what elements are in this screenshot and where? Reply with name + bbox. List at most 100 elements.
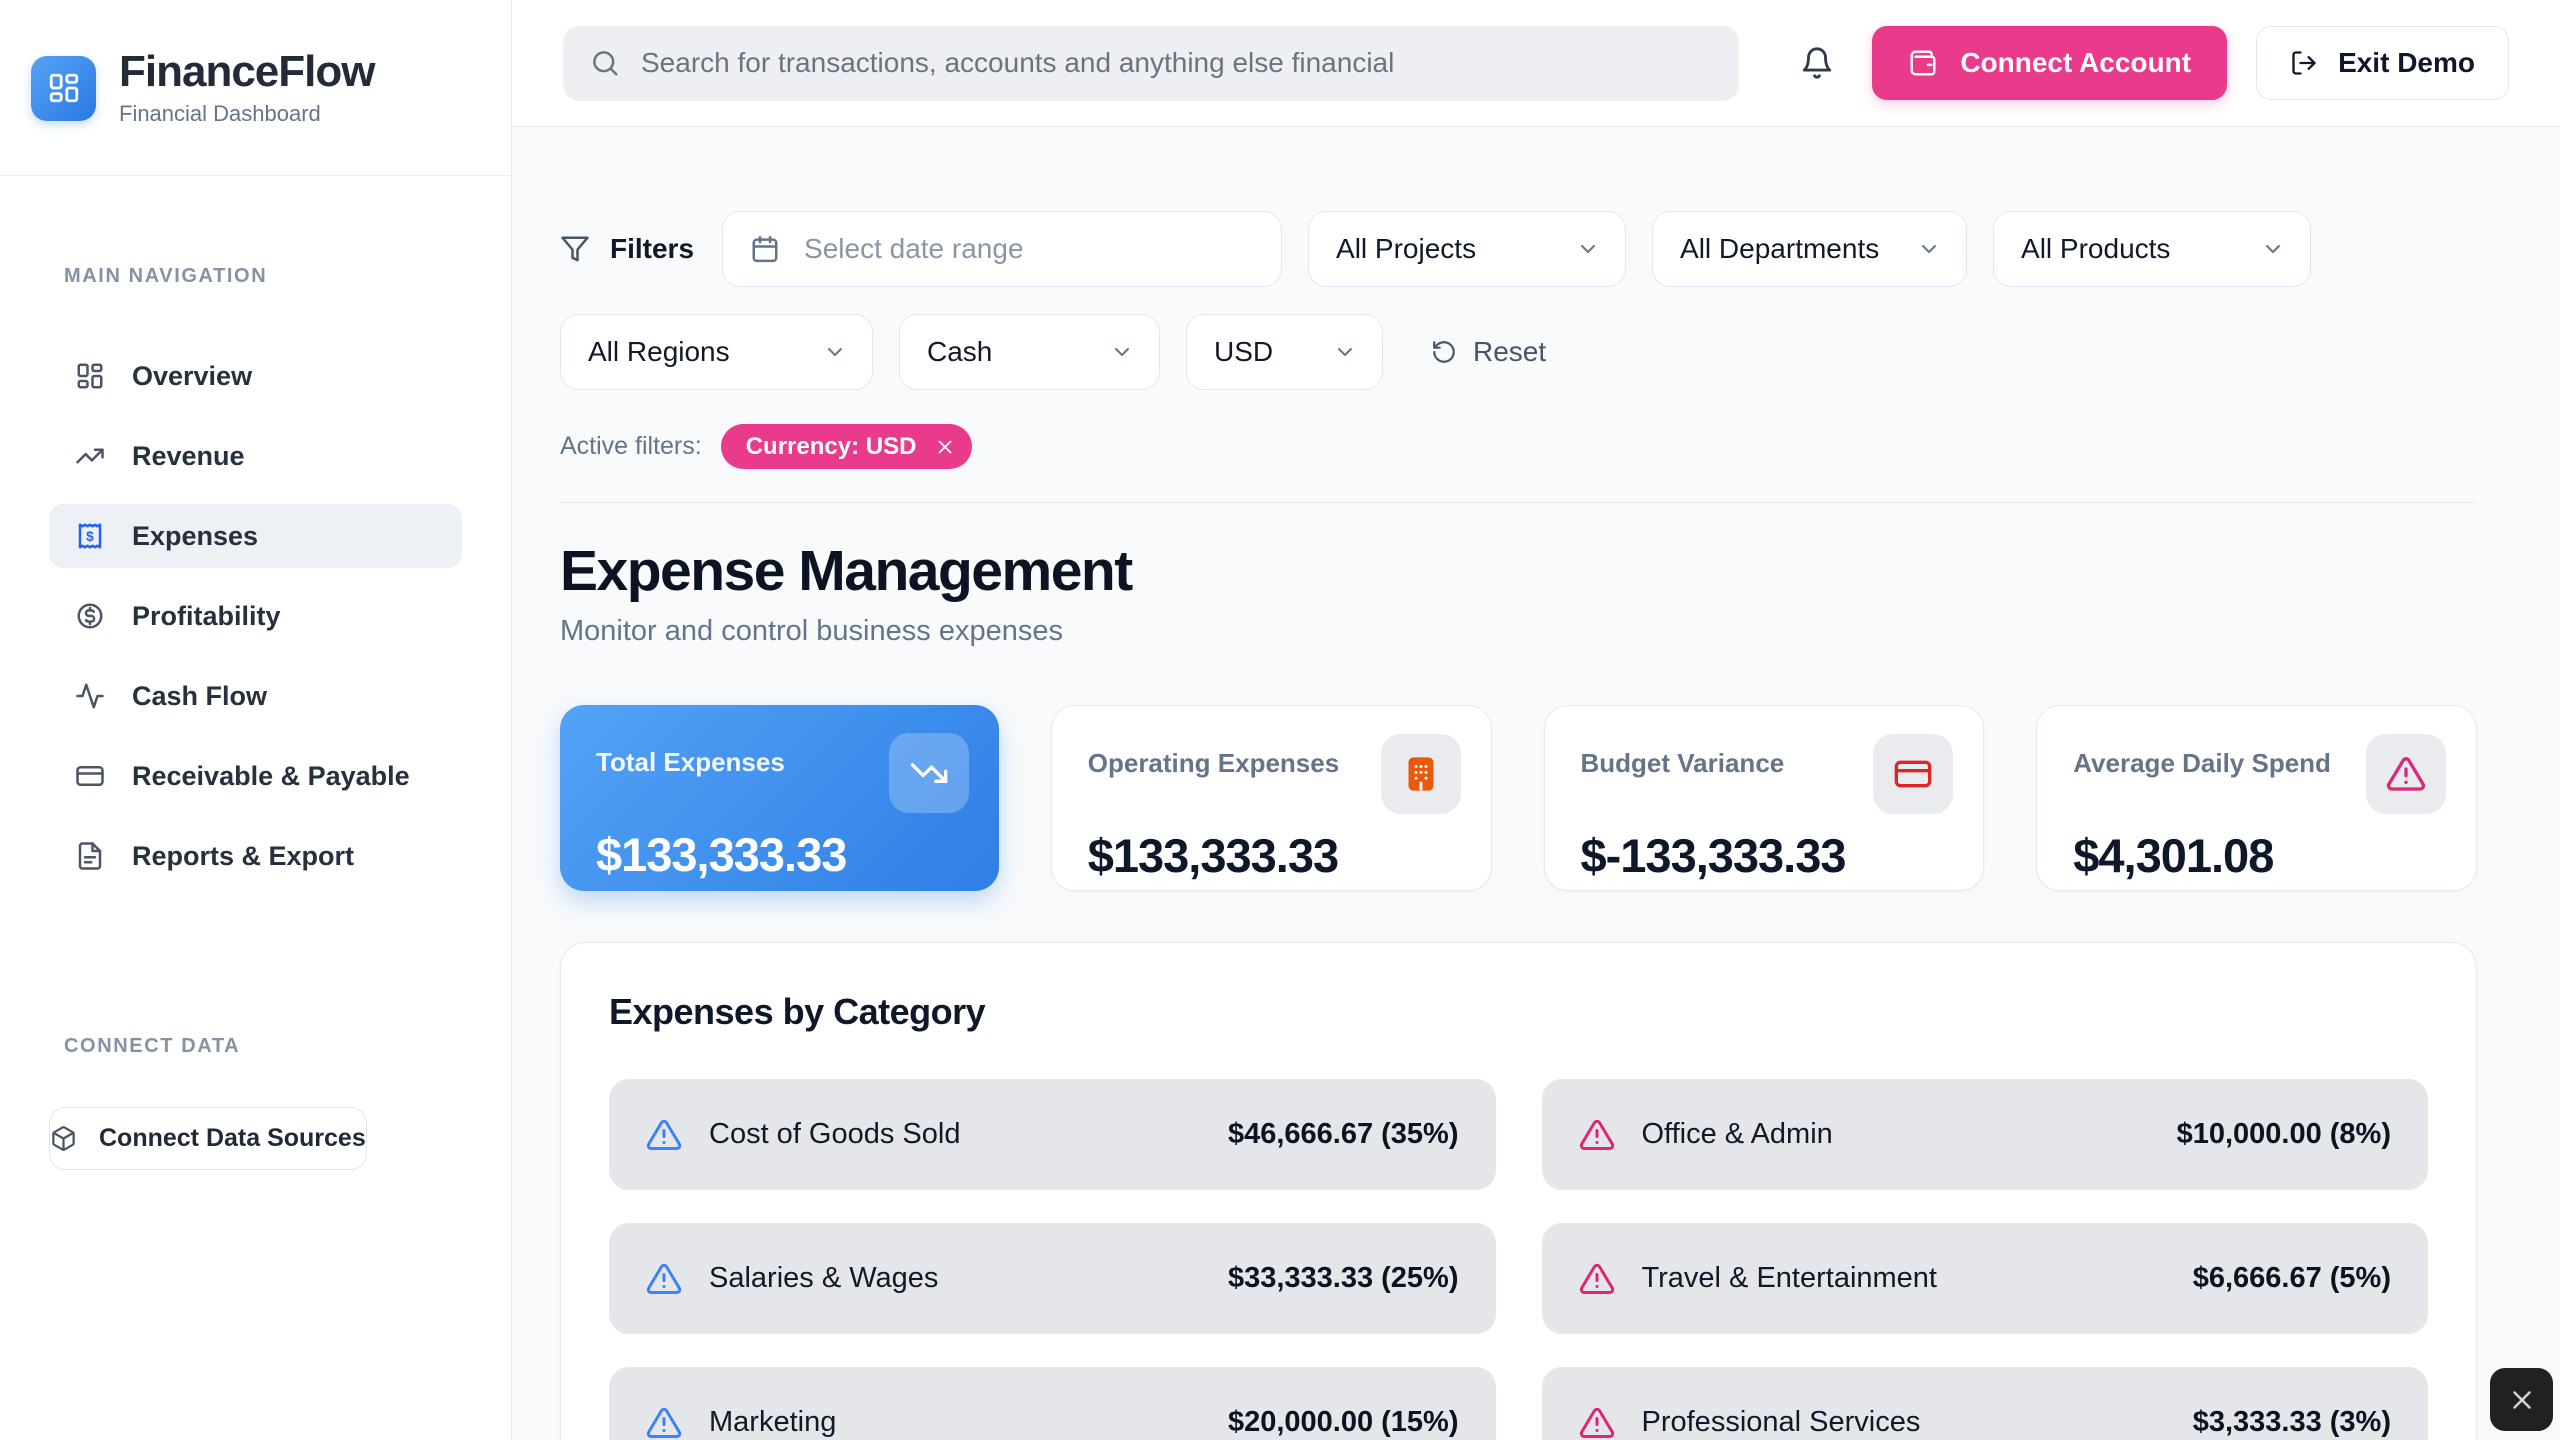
reset-label: Reset xyxy=(1473,336,1547,367)
category-amount: $10,000.00 (8%) xyxy=(2176,1118,2391,1150)
search-bar[interactable] xyxy=(563,25,1739,101)
category-row: Salaries & Wages $33,333.33 (25%) xyxy=(609,1223,1496,1334)
sidebar-item-label: Receivable & Payable xyxy=(132,760,410,791)
reset-filters-button[interactable]: Reset xyxy=(1431,336,1546,368)
filter-icon xyxy=(560,234,590,264)
stat-card: Operating Expenses $133,333.33 xyxy=(1050,705,1492,891)
chevron-down-icon xyxy=(1110,340,1134,364)
chevron-down-icon xyxy=(1917,237,1941,261)
cube-icon xyxy=(50,1125,77,1152)
app-subtitle: Financial Dashboard xyxy=(119,101,321,127)
filters-title: Filters xyxy=(560,233,694,265)
chevron-down-icon xyxy=(2261,237,2285,261)
active-filters-label: Active filters: xyxy=(560,432,702,460)
category-amount: $6,666.67 (5%) xyxy=(2192,1262,2391,1294)
connect-data-section: CONNECT DATA Connect Data Sources xyxy=(0,1035,511,1171)
notifications-bell-icon[interactable] xyxy=(1800,46,1834,80)
chevron-down-icon xyxy=(823,340,847,364)
brand: FinanceFlow Financial Dashboard xyxy=(0,0,511,177)
sidebar-item[interactable]: Cash Flow xyxy=(49,664,462,728)
category-row: Professional Services $3,333.33 (3%) xyxy=(1541,1367,2428,1440)
connect-data-sources-button[interactable]: Connect Data Sources xyxy=(49,1107,367,1171)
date-range-input[interactable]: Select date range xyxy=(722,211,1283,287)
connect-data-sources-label: Connect Data Sources xyxy=(99,1124,366,1153)
active-filter-chip[interactable]: Currency: USD xyxy=(720,424,973,469)
alert-triangle-icon xyxy=(646,1117,682,1153)
category-amount: $20,000.00 (15%) xyxy=(1227,1406,1459,1438)
sidebar-item[interactable]: Profitability xyxy=(49,584,462,648)
filter-select[interactable]: All Departments xyxy=(1652,211,1968,287)
filter-select[interactable]: Cash xyxy=(899,314,1160,390)
sidebar-item[interactable]: $ Expenses xyxy=(49,504,462,569)
stat-cards: Total Expenses $133,333.33 Operating Exp… xyxy=(560,705,2477,891)
stat-value: $133,333.33 xyxy=(596,828,847,881)
dollar-circle-icon xyxy=(75,601,105,631)
panel-title: Expenses by Category xyxy=(609,991,986,1032)
category-list: Cost of Goods Sold $46,666.67 (35%) Offi… xyxy=(609,1079,2428,1440)
logout-icon xyxy=(2290,49,2318,77)
close-overlay-button[interactable] xyxy=(2490,1368,2553,1431)
alert-triangle-icon xyxy=(646,1405,682,1440)
connect-account-label: Connect Account xyxy=(1960,47,2192,78)
receipt-icon: $ xyxy=(75,521,105,551)
sidebar-item[interactable]: Revenue xyxy=(49,424,462,488)
chevron-down-icon xyxy=(1576,237,1600,261)
active-filter-chip-label: Currency: USD xyxy=(745,432,917,460)
credit-card-icon xyxy=(1893,754,1933,794)
top-header: Connect Account Exit Demo xyxy=(512,0,2560,127)
alert-triangle-icon xyxy=(2386,754,2426,794)
connect-account-button[interactable]: Connect Account xyxy=(1872,26,2228,100)
filter-select[interactable]: All Regions xyxy=(560,314,873,390)
category-row: Cost of Goods Sold $46,666.67 (35%) xyxy=(609,1079,1496,1190)
section-divider xyxy=(560,502,2477,503)
category-name: Marketing xyxy=(709,1406,837,1438)
stat-label: Budget Variance xyxy=(1580,748,1785,778)
category-name: Travel & Entertainment xyxy=(1641,1262,1938,1294)
app-title: FinanceFlow xyxy=(119,47,375,96)
chevron-down-icon xyxy=(1333,340,1357,364)
filter-select-value: USD xyxy=(1214,336,1274,367)
remove-filter-icon[interactable] xyxy=(934,436,956,458)
stat-label: Average Daily Spend xyxy=(2073,748,2331,778)
sidebar-item[interactable]: Overview xyxy=(49,344,462,408)
filter-select-value: All Projects xyxy=(1336,233,1477,264)
stat-card: Total Expenses $133,333.33 xyxy=(560,705,999,891)
filters-row-2: All Regions Cash USD Reset xyxy=(560,314,2477,390)
alert-triangle-icon xyxy=(1579,1405,1615,1440)
wallet-icon xyxy=(1908,48,1938,78)
activity-icon xyxy=(75,681,105,711)
sidebar-item-label: Cash Flow xyxy=(132,680,268,711)
active-filters-row: Active filters: Currency: USD xyxy=(560,424,2477,469)
stat-label: Total Expenses xyxy=(596,747,785,777)
category-row: Office & Admin $10,000.00 (8%) xyxy=(1541,1079,2428,1190)
filter-select[interactable]: USD xyxy=(1186,314,1383,390)
category-name: Cost of Goods Sold xyxy=(709,1118,961,1150)
category-name: Salaries & Wages xyxy=(709,1262,939,1294)
filter-select-value: All Regions xyxy=(588,336,730,367)
file-text-icon xyxy=(75,841,105,871)
category-amount: $3,333.33 (3%) xyxy=(2192,1406,2391,1438)
alert-triangle-icon xyxy=(646,1261,682,1297)
filter-select[interactable]: All Projects xyxy=(1308,211,1627,287)
main-content: Filters Select date range All Projects A… xyxy=(512,127,2560,1440)
sidebar-item[interactable]: Receivable & Payable xyxy=(49,744,462,808)
exit-demo-button[interactable]: Exit Demo xyxy=(2256,26,2509,100)
search-input[interactable] xyxy=(641,47,1712,79)
stat-value: $-133,333.33 xyxy=(1580,829,1847,882)
filter-select[interactable]: All Products xyxy=(1993,211,2312,287)
calendar-icon xyxy=(750,234,780,264)
sidebar-item-label: Revenue xyxy=(132,440,245,471)
search-icon xyxy=(590,48,620,78)
category-name: Office & Admin xyxy=(1641,1118,1833,1150)
stat-card: Average Daily Spend $4,301.08 xyxy=(2036,705,2477,891)
alert-triangle-icon xyxy=(1579,1117,1615,1153)
filter-select-value: Cash xyxy=(927,336,993,367)
category-amount: $46,666.67 (35%) xyxy=(1227,1118,1459,1150)
category-row: Marketing $20,000.00 (15%) xyxy=(609,1367,1496,1440)
sidebar-item[interactable]: Reports & Export xyxy=(49,824,462,888)
filter-select-value: All Departments xyxy=(1680,233,1880,264)
alert-triangle-icon xyxy=(1579,1261,1615,1297)
sidebar-item-label: Overview xyxy=(132,360,253,391)
category-amount: $33,333.33 (25%) xyxy=(1227,1262,1459,1294)
main-navigation: MAIN NAVIGATION Overview Revenue $ Expen… xyxy=(0,265,511,888)
